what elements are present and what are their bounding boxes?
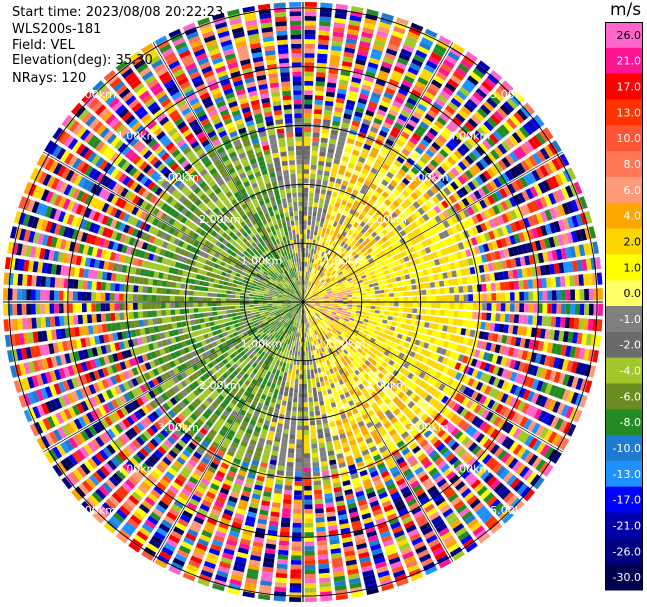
- colorbar-tick-label: 2.0: [624, 236, 642, 249]
- range-ring-label: 4.00km: [116, 130, 158, 143]
- range-ring-label: 2.00km: [365, 379, 407, 392]
- range-ring-label: 1.00km: [324, 254, 366, 267]
- colorbar-tick-label: -4.0: [620, 365, 641, 378]
- range-ring-label: 1.00km: [324, 338, 366, 351]
- colorbar-tick-label: -17.0: [613, 494, 641, 507]
- colorbar-unit-label: m/s: [610, 0, 642, 20]
- colorbar-segment: [605, 383, 643, 410]
- range-ring-label: 3.00km: [407, 421, 449, 434]
- colorbar-segment: [605, 331, 643, 359]
- range-ring-label: 5.00km: [74, 504, 116, 517]
- colorbar-tick-label: -13.0: [613, 468, 641, 481]
- colorbar-tick-label: -30.0: [613, 571, 641, 584]
- colorbar-segment: [605, 254, 643, 281]
- range-ring-label: 4.00km: [116, 462, 158, 475]
- range-ring-label: 3.00km: [407, 171, 449, 184]
- colorbar-tick-label: -26.0: [613, 545, 641, 558]
- colorbar-tick-label: -21.0: [613, 520, 641, 533]
- radial-line-330: [152, 42, 304, 303]
- range-ring-label: 4.00km: [449, 462, 491, 475]
- colorbar-tick-label: 8.0: [624, 158, 642, 171]
- range-ring-label: 3.00km: [157, 421, 199, 434]
- start-time-text: Start time: 2023/08/08 20:22:23: [12, 5, 224, 20]
- range-ring-label: 2.00km: [199, 213, 241, 226]
- ppi-plot: 1.00km 2.00km 3.00km 4.00km 5.00km 1.00km 2.00…: [3, 2, 603, 602]
- colorbar-tick-label: -10.0: [613, 442, 641, 455]
- colorbar-segment: [605, 486, 643, 513]
- range-ring-label: 4.00km: [449, 130, 491, 143]
- colorbar-segment: [605, 176, 643, 204]
- range-ring-label: 3.00km: [157, 171, 199, 184]
- colorbar-tick-label: 10.0: [617, 132, 642, 145]
- range-ring-label: 2.00km: [365, 213, 407, 226]
- elevation-text: Elevation(deg): 35.30: [12, 53, 153, 68]
- colorbar-tick-label: 21.0: [617, 55, 642, 68]
- colorbar-segment: [605, 435, 643, 462]
- colorbar-segment: [605, 228, 643, 255]
- colorbar-segment: [605, 564, 643, 591]
- range-ring-label: 5.00km: [74, 88, 116, 101]
- colorbar-tick-label: 0.0: [624, 287, 642, 300]
- colorbar-tick-label: -8.0: [620, 416, 641, 429]
- colorbar-tick-label: 17.0: [617, 81, 642, 94]
- colorbar-segment: [605, 538, 643, 565]
- colorbar-segment: [605, 22, 643, 49]
- range-ring-label: 5.00km: [490, 504, 532, 517]
- nrays-text: NRays: 120: [12, 71, 87, 86]
- range-ring-label: 1.00km: [241, 254, 283, 267]
- radial-line-30: [302, 42, 454, 303]
- radial-line-120: [302, 301, 563, 453]
- radial-line-150: [302, 301, 454, 562]
- colorbar-tick-label: -1.0: [620, 313, 641, 326]
- colorbar-segment: [605, 151, 643, 178]
- radial-line-300: [43, 151, 304, 303]
- colorbar-segment: [605, 125, 643, 152]
- colorbar-segment: [605, 460, 643, 488]
- colorbar-tick-label: 26.0: [617, 29, 642, 42]
- colorbar-segment: [605, 47, 643, 75]
- colorbar-tick-label: 13.0: [617, 106, 642, 119]
- colorbar-segment: [605, 512, 643, 539]
- radial-line-210: [152, 301, 304, 562]
- colorbar: 26.0 21.0 17.0 13.0 10.0 8.0 6.0 4.0 2.0 1.0 0.0 -1…: [605, 22, 643, 591]
- colorbar-tick-label: 1.0: [624, 261, 642, 274]
- colorbar-tick-label: -2.0: [620, 339, 641, 352]
- range-ring-label: 2.00km: [199, 379, 241, 392]
- colorbar-segment: [605, 280, 643, 307]
- colorbar-tick-label: 4.0: [624, 210, 642, 223]
- colorbar-segment: [605, 306, 643, 333]
- colorbar-tick-label: -6.0: [620, 390, 641, 403]
- range-ring-label: 5.00km: [490, 88, 532, 101]
- colorbar-segment: [605, 202, 643, 229]
- colorbar-segment: [605, 409, 643, 436]
- range-ring-label: 1.00km: [241, 338, 283, 351]
- instrument-name: WLS200s-181: [12, 22, 102, 37]
- radial-line-240: [43, 301, 304, 453]
- colorbar-segment: [605, 73, 643, 100]
- colorbar-segment: [605, 99, 643, 126]
- radial-line-60: [302, 151, 563, 303]
- field-name: Field: VEL: [12, 38, 75, 53]
- colorbar-segment: [605, 357, 643, 384]
- colorbar-tick-label: 6.0: [624, 184, 642, 197]
- velocity-gates: [3, 2, 603, 602]
